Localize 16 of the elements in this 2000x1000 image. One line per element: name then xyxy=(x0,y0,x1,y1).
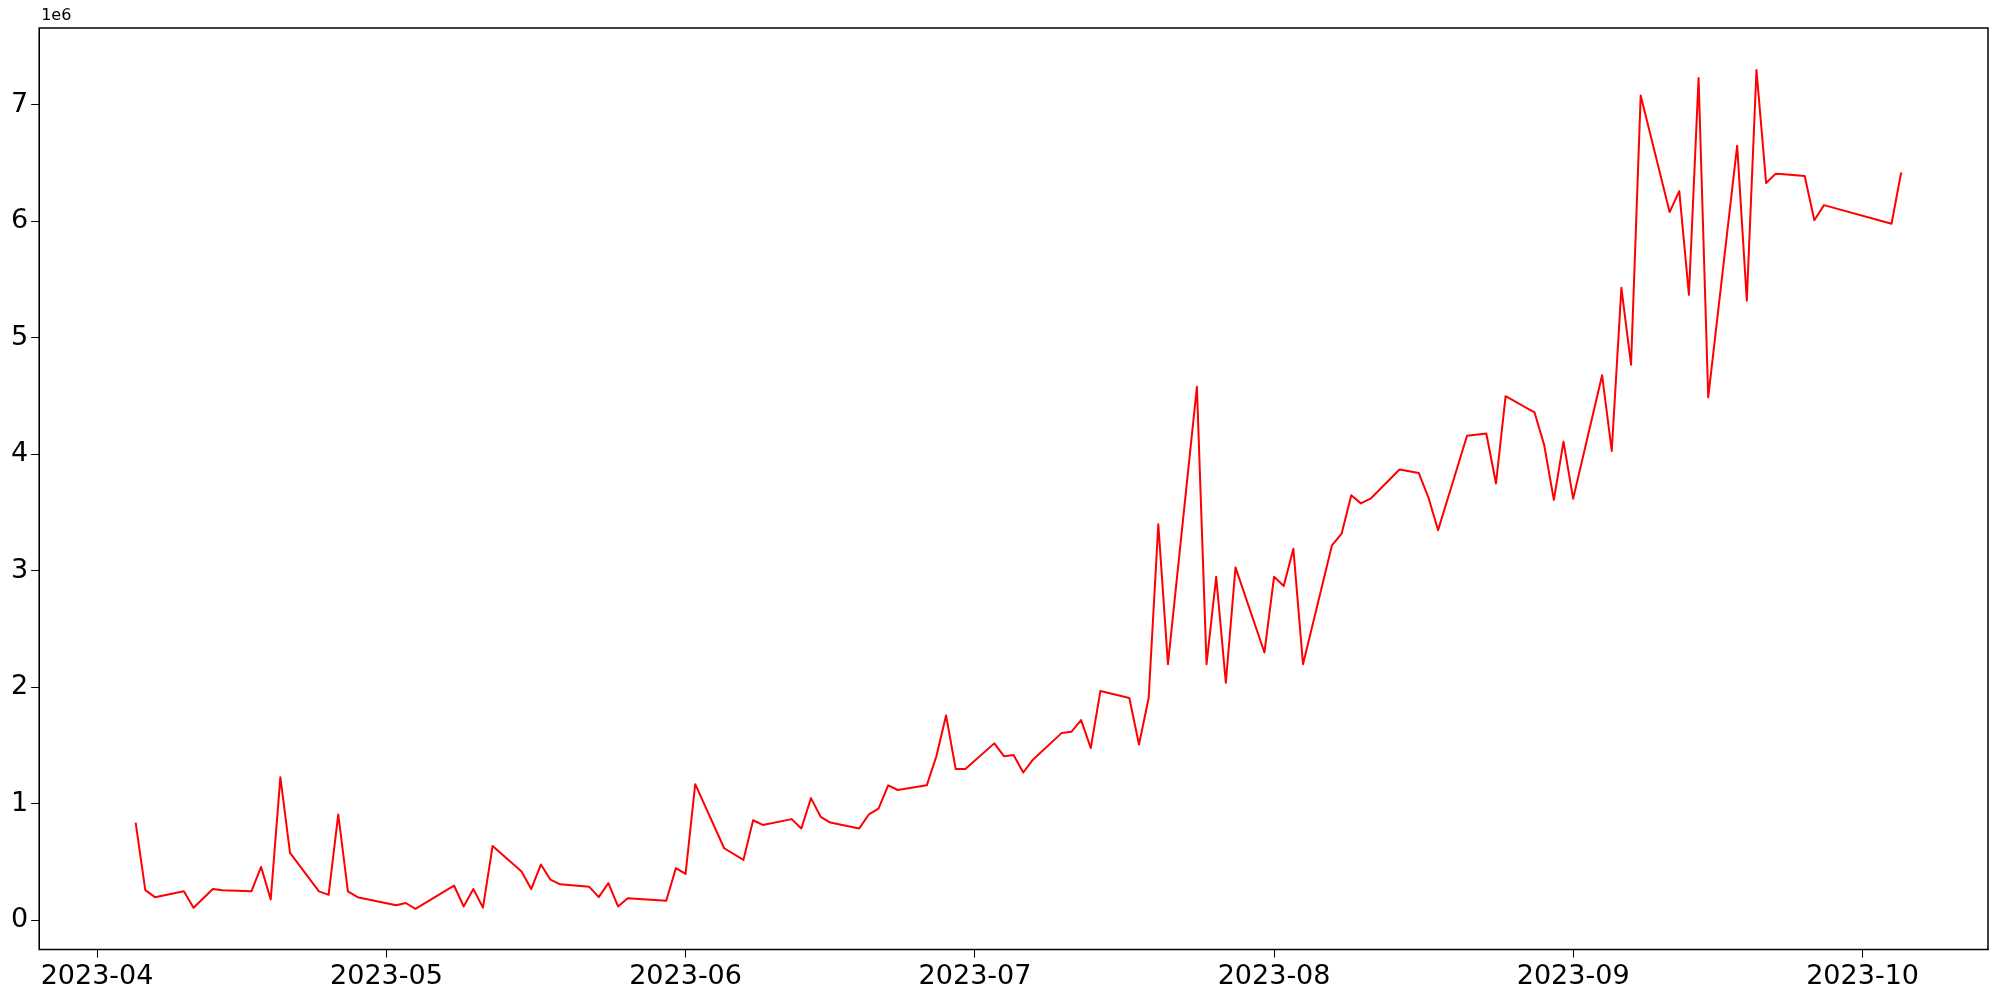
x-tick-label: 2023-04 xyxy=(40,958,154,990)
y-tick-label: 3 xyxy=(10,552,29,584)
text: 1e6 xyxy=(41,5,72,25)
x-tick-label: 2023-05 xyxy=(330,958,443,990)
y-tick-label: 0 xyxy=(10,902,29,934)
x-tick-label: 2023-08 xyxy=(1217,958,1331,990)
y-tick-label: 5 xyxy=(10,319,29,351)
x-tick-label: 2023-07 xyxy=(918,958,1032,990)
y-tick-label: 2 xyxy=(10,669,29,701)
y-tick-label: 4 xyxy=(10,436,29,468)
y-tick-label: 6 xyxy=(10,203,29,235)
y-tick-label: 1 xyxy=(10,785,29,817)
x-tick-label: 2023-10 xyxy=(1806,958,1919,990)
x-tick-label: 2023-09 xyxy=(1516,958,1630,990)
y-tick-label: 7 xyxy=(10,86,29,118)
x-tick-label: 2023-06 xyxy=(629,958,742,990)
